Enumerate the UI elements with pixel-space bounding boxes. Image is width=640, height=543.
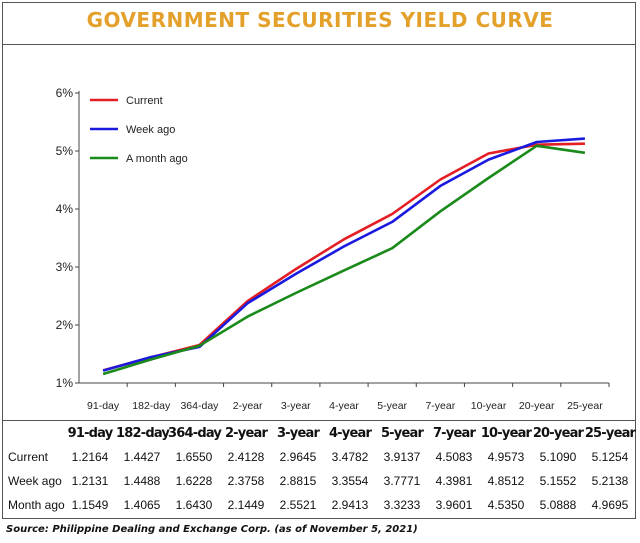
table-cell: 2.9645 xyxy=(279,450,317,464)
legend-label: A month ago xyxy=(126,153,188,165)
table-cell: 4.9573 xyxy=(487,450,525,464)
table-cell: 2.5521 xyxy=(279,498,317,512)
row-label: Month ago xyxy=(8,498,65,512)
y-tick-label: 5% xyxy=(56,144,74,158)
table-row: Current 1.2164 1.4427 1.6550 2.4128 2.9645 3.4… xyxy=(2,445,636,469)
yield-curve-chart: 1% 2% 3% 4% 5% 6% 91-day 182-day 364-day 2-year 3-… xyxy=(56,86,610,412)
table-cell: 2.8815 xyxy=(279,474,317,488)
y-tick-label: 3% xyxy=(56,260,74,274)
yield-table: 91-day 182-day 364-day 2-year 3-year 4-year 5-… xyxy=(2,420,636,517)
table-cell: 1.1549 xyxy=(71,498,109,512)
x-tick-label: 3-year xyxy=(281,400,311,412)
y-tick-label: 2% xyxy=(56,318,74,332)
x-tick-label: 364-day xyxy=(180,400,219,412)
table-cell: 1.4488 xyxy=(123,474,161,488)
table-cell: 1.6430 xyxy=(175,498,213,512)
x-tick-label: 91-day xyxy=(87,400,120,412)
table-cell: 3.9601 xyxy=(435,498,473,512)
table-cell: 4.9695 xyxy=(591,498,629,512)
table-cell: 1.4427 xyxy=(123,450,161,464)
table-row: Month ago 1.1549 1.4065 1.6430 2.1449 2.5521 2… xyxy=(2,493,636,517)
table-header-row: 91-day 182-day 364-day 2-year 3-year 4-year 5-… xyxy=(2,420,636,446)
column-header: 91-day xyxy=(67,425,114,441)
column-header: 25-year xyxy=(584,425,636,441)
y-tick-label: 6% xyxy=(56,86,74,100)
column-header: 10-year xyxy=(480,425,532,441)
table-cell: 1.2131 xyxy=(71,474,109,488)
x-tick-label: 25-year xyxy=(567,400,603,412)
x-tick-label: 4-year xyxy=(329,400,359,412)
x-tick-label: 182-day xyxy=(132,400,171,412)
table-corner xyxy=(2,421,64,446)
table-cell: 3.3554 xyxy=(331,474,369,488)
column-header: 7-year xyxy=(432,425,476,441)
table-cell: 4.5083 xyxy=(435,450,473,464)
column-header: 182-day xyxy=(116,425,170,441)
x-tick-label: 7-year xyxy=(425,400,455,412)
table-cell: 4.8512 xyxy=(487,474,525,488)
table-cell: 5.0888 xyxy=(539,498,577,512)
table-cell: 1.4065 xyxy=(123,498,161,512)
column-header: 3-year xyxy=(276,425,320,441)
source-note: Source: Philippine Dealing and Exchange … xyxy=(6,524,418,535)
chart-frame xyxy=(2,2,636,519)
table-cell: 5.2138 xyxy=(591,474,629,488)
series-line-week-ago xyxy=(102,137,585,372)
chart-title: GOVERNMENT SECURITIES YIELD CURVE xyxy=(86,8,554,32)
table-cell: 3.3233 xyxy=(383,498,421,512)
table-cell: 1.6228 xyxy=(175,474,213,488)
x-tick-label: 2-year xyxy=(233,400,263,412)
column-header: 2-year xyxy=(224,425,268,441)
row-label: Week ago xyxy=(8,474,62,488)
column-header: 20-year xyxy=(532,425,584,441)
table-cell: 5.1254 xyxy=(591,450,629,464)
table-cell: 2.1449 xyxy=(227,498,265,512)
table-cell: 2.9413 xyxy=(331,498,369,512)
title-divider xyxy=(2,44,636,45)
column-header: 4-year xyxy=(328,425,372,441)
y-tick-label: 1% xyxy=(56,376,74,390)
table-cell: 4.5350 xyxy=(487,498,525,512)
table-cell: 2.3758 xyxy=(227,474,265,488)
x-tick-label: 10-year xyxy=(471,400,507,412)
table-cell: 1.6550 xyxy=(175,450,213,464)
column-header: 5-year xyxy=(380,425,424,441)
table-cell: 1.2164 xyxy=(71,450,109,464)
legend-label: Current xyxy=(126,95,163,107)
table-row: Week ago 1.2131 1.4488 1.6228 2.3758 2.8815 3.… xyxy=(2,469,636,493)
table-cell: 3.7771 xyxy=(383,474,421,488)
table-cell: 4.3981 xyxy=(435,474,473,488)
y-tick-label: 4% xyxy=(56,202,74,216)
x-tick-label: 5-year xyxy=(377,400,407,412)
x-tick-label: 20-year xyxy=(519,400,555,412)
column-header: 364-day xyxy=(168,425,222,441)
table-cell: 3.4782 xyxy=(331,450,369,464)
legend-label: Week ago xyxy=(126,124,175,136)
table-cell: 5.1090 xyxy=(539,450,577,464)
table-cell: 5.1552 xyxy=(539,474,577,488)
table-cell: 3.9137 xyxy=(383,450,421,464)
row-label: Current xyxy=(8,450,49,464)
series-line-a-month-ago xyxy=(102,144,586,376)
table-cell: 2.4128 xyxy=(227,450,265,464)
series-line-current xyxy=(102,142,585,372)
